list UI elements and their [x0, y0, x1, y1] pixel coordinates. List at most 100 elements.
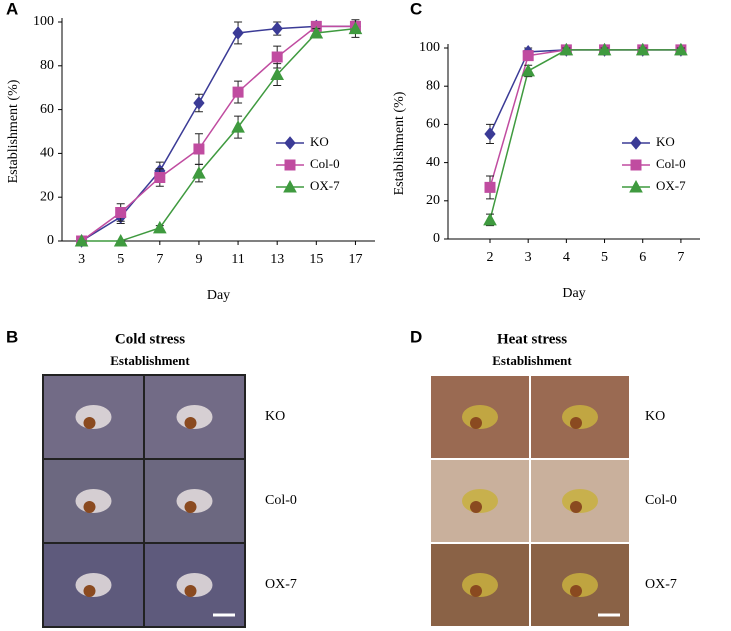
seed	[83, 501, 96, 513]
series-line	[489, 49, 681, 135]
y-tick-label: 60	[426, 117, 440, 132]
marker	[284, 159, 296, 171]
panel-title: Heat stress	[497, 331, 567, 347]
seed	[470, 501, 482, 513]
x-axis-label: Day	[562, 286, 585, 301]
panel-title: Cold stress	[115, 331, 185, 347]
photo	[429, 374, 531, 460]
x-axis-label: Day	[207, 288, 230, 303]
marker	[193, 143, 205, 155]
x-tick-label: 4	[563, 250, 570, 265]
x-tick-label: 2	[487, 250, 494, 265]
y-tick-label: 100	[419, 40, 440, 55]
marker	[630, 159, 642, 171]
marker	[113, 233, 128, 247]
seed	[570, 501, 582, 513]
x-tick-label: 5	[117, 252, 124, 267]
panel-label: D	[410, 327, 422, 346]
panel-label: C	[410, 0, 422, 18]
x-tick-label: 6	[639, 250, 646, 265]
marker	[232, 26, 244, 40]
y-axis-label: Establishment (%)	[6, 79, 21, 183]
panel-label: B	[6, 327, 18, 346]
seed	[570, 417, 582, 429]
x-tick-label: 5	[601, 250, 608, 265]
legend-label: KO	[656, 134, 675, 149]
marker	[271, 21, 283, 36]
seed	[470, 585, 482, 597]
marker	[284, 136, 296, 150]
seed	[570, 585, 582, 597]
marker	[522, 50, 534, 62]
seed	[184, 501, 197, 513]
marker	[635, 42, 650, 56]
seed	[470, 417, 482, 429]
marker	[270, 67, 285, 81]
legend-label: Col-0	[310, 156, 340, 171]
y-tick-label: 40	[426, 155, 440, 170]
panel-label: A	[6, 0, 18, 18]
y-tick-label: 80	[426, 78, 440, 93]
marker	[283, 179, 297, 193]
legend-label: KO	[310, 134, 329, 149]
panel-subtitle: Establishment	[492, 353, 572, 368]
marker	[597, 42, 612, 56]
marker	[674, 42, 688, 56]
row-label: KO	[265, 409, 285, 424]
marker	[271, 51, 283, 63]
x-tick-label: 11	[231, 252, 244, 267]
marker	[192, 166, 206, 179]
panel-subtitle: Establishment	[110, 353, 190, 368]
marker	[484, 127, 496, 141]
y-tick-label: 20	[426, 193, 440, 208]
y-tick-label: 0	[433, 231, 440, 246]
marker	[193, 96, 205, 110]
y-tick-label: 80	[40, 58, 54, 73]
x-tick-label: 7	[156, 252, 163, 267]
marker	[115, 207, 127, 219]
marker	[483, 212, 497, 226]
y-tick-label: 20	[40, 189, 54, 204]
y-axis-label: Establishment (%)	[392, 91, 407, 195]
marker	[521, 63, 536, 77]
x-tick-label: 15	[309, 252, 323, 267]
x-tick-label: 13	[270, 252, 284, 267]
marker	[559, 42, 574, 56]
seed	[83, 417, 96, 429]
row-label: KO	[645, 409, 665, 424]
marker	[348, 21, 363, 35]
x-tick-label: 9	[195, 252, 202, 267]
y-tick-label: 60	[40, 102, 54, 117]
seed	[184, 417, 197, 429]
series-line	[81, 25, 356, 242]
legend-label: OX-7	[656, 178, 686, 193]
x-tick-label: 7	[677, 250, 684, 265]
series-line	[81, 25, 356, 242]
y-tick-label: 40	[40, 146, 54, 161]
x-tick-label: 3	[78, 252, 85, 267]
marker	[629, 179, 643, 193]
series-line	[489, 49, 681, 188]
marker	[231, 120, 245, 133]
x-tick-label: 3	[525, 250, 532, 265]
marker	[309, 25, 324, 39]
row-label: Col-0	[265, 493, 297, 508]
marker	[630, 136, 642, 150]
y-tick-label: 0	[47, 233, 54, 248]
y-tick-label: 100	[33, 14, 54, 29]
row-label: OX-7	[645, 577, 677, 592]
row-label: Col-0	[645, 493, 677, 508]
row-label: OX-7	[265, 577, 297, 592]
series-line	[81, 27, 356, 242]
marker	[74, 233, 89, 247]
legend-label: Col-0	[656, 156, 686, 171]
marker	[152, 220, 167, 234]
legend-label: OX-7	[310, 178, 340, 193]
seed	[184, 585, 197, 597]
marker	[154, 171, 166, 183]
marker	[484, 181, 496, 193]
series-line	[489, 49, 681, 221]
marker	[232, 86, 244, 98]
x-tick-label: 17	[348, 252, 362, 267]
